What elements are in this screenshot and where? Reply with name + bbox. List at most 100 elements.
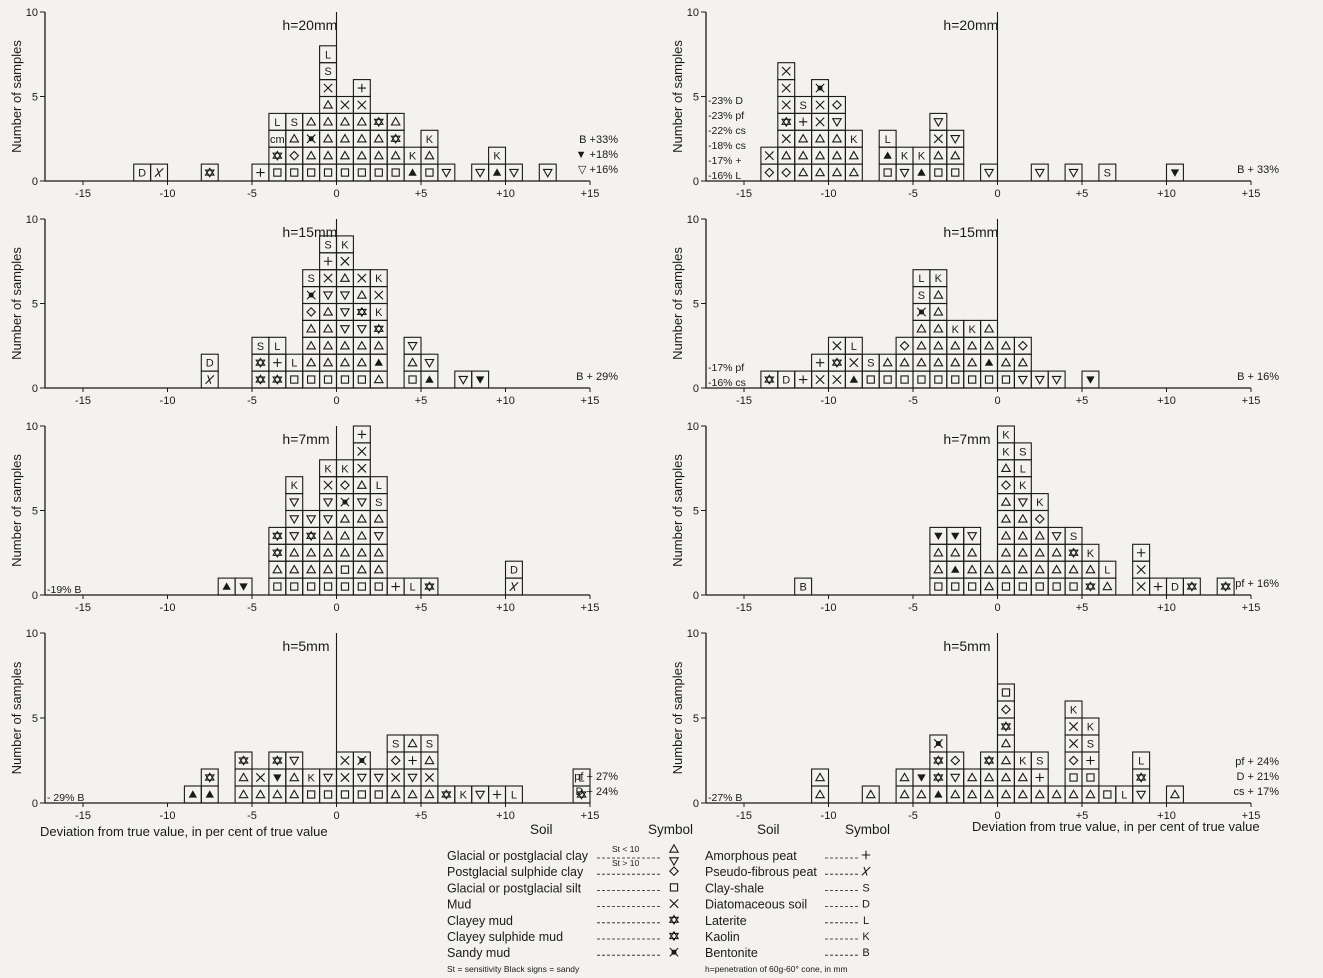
- sample-cell: [996, 700, 1015, 719]
- letter-mark: D: [862, 899, 870, 911]
- clay-low-sens-mark: [339, 116, 351, 126]
- clay-low-sens-mark: [306, 323, 317, 333]
- letter-mark: L: [511, 790, 517, 802]
- sample-cell: [335, 353, 354, 372]
- clay-low-sens-mark: [983, 340, 995, 350]
- sample-cell: [352, 370, 371, 389]
- sample-cell: [1081, 543, 1100, 562]
- silt-mark: [669, 883, 679, 892]
- letter-mark: K: [1036, 497, 1044, 509]
- clay-low-sens-mark: [950, 340, 961, 350]
- sample-cell: [200, 163, 219, 182]
- sample-cell: [369, 785, 388, 804]
- silt-mark: [1103, 790, 1112, 799]
- sample-cell: [963, 577, 982, 596]
- sample-cell: [403, 353, 422, 372]
- sample-cell: [335, 370, 354, 389]
- outlier-note: - 29% B: [47, 792, 84, 804]
- clay-low-sens-mark: [1000, 530, 1012, 540]
- clay-low-sens-mark: [1034, 564, 1045, 574]
- sample-cell: [285, 163, 304, 182]
- sample-cell: [929, 560, 948, 579]
- clayey-mud-mark: [390, 133, 401, 142]
- sample-cell: [335, 526, 354, 545]
- silt-mark: [306, 375, 316, 384]
- clay-low-sens-mark: [322, 150, 334, 160]
- silt-mark: [934, 168, 943, 177]
- sample-cell: [996, 543, 1015, 562]
- sample-cell: [369, 768, 388, 787]
- clayey-mud-mark: [272, 755, 283, 764]
- clay-low-sens-mark: [1000, 738, 1012, 748]
- clay-high-sens-mark: [339, 291, 351, 301]
- sample-cell: [403, 370, 422, 389]
- clay-high-sens-mark: [356, 325, 367, 335]
- mud-mark: [374, 290, 384, 300]
- sample-cell: [1013, 370, 1032, 389]
- clayey-mud-mark: [204, 169, 215, 178]
- sample-cell: [1013, 336, 1032, 355]
- sample-cell: [420, 785, 439, 804]
- x-tick-label: +15: [581, 810, 600, 822]
- mud-mark: [424, 772, 435, 783]
- sample-cell: [403, 734, 422, 753]
- legend-label: Glacial or postglacial silt: [447, 881, 582, 895]
- sample-cell: [1030, 163, 1049, 182]
- sandy-clay-mark: [188, 790, 198, 798]
- legend-header-symbol: Symbol: [845, 822, 890, 837]
- clay-low-sens-mark: [1085, 564, 1096, 574]
- silt-mark: [951, 168, 960, 177]
- silt-mark: [374, 582, 383, 591]
- sample-cell: [912, 353, 931, 372]
- amorphous-peat-mark: [815, 358, 825, 367]
- sample-cell: [963, 370, 982, 389]
- clay-low-sens-mark: [373, 150, 384, 160]
- clay-low-sens-mark: [950, 547, 961, 557]
- clay-high-sens-mark: [306, 515, 317, 525]
- clay-low-sens-mark: [356, 340, 367, 350]
- legend-header-soil: Soil: [530, 822, 553, 837]
- clayey-mud-mark: [1220, 583, 1231, 592]
- letter-mark: L: [1121, 790, 1127, 802]
- clay-low-sens-mark: [322, 116, 334, 126]
- x-tick-label: +5: [1076, 810, 1089, 822]
- sample-cell: [1064, 577, 1083, 596]
- sandy-mud-mark: [359, 758, 365, 763]
- sample-cell: [760, 370, 779, 389]
- sample-cell: [335, 509, 354, 528]
- sample-cell: [386, 751, 405, 770]
- letter-mark: L: [885, 134, 891, 146]
- outlier-note: B + 16%: [1237, 371, 1279, 383]
- letter-mark: S: [799, 100, 806, 112]
- letter-mark: K: [375, 307, 383, 319]
- x-tick-label: +10: [1157, 188, 1176, 200]
- sample-cell: [996, 353, 1015, 372]
- clayey-mud-mark: [272, 757, 283, 766]
- outlier-note: pf + 27%: [574, 771, 618, 783]
- sulphide-clay-mark: [1000, 704, 1011, 715]
- clay-low-sens-mark: [306, 340, 317, 350]
- sulphide-clay-mark: [339, 480, 350, 491]
- sample-cell: [420, 146, 439, 165]
- outlier-note: ▽ +16%: [578, 164, 618, 176]
- sample-cell: [1098, 577, 1117, 596]
- sandy-clay-high-mark: [239, 583, 248, 591]
- letter-mark: L: [325, 49, 331, 61]
- sample-cell: [963, 353, 982, 372]
- x-tick-label: -5: [247, 602, 257, 614]
- mud-mark: [357, 273, 367, 283]
- letter-mark: S: [918, 290, 925, 302]
- outlier-note: ▼ +18%: [576, 149, 619, 161]
- sample-cell: [811, 768, 830, 787]
- clay-low-sens-mark: [1000, 755, 1012, 765]
- clayey-mud-mark: [983, 757, 995, 766]
- clay-low-sens-mark: [356, 530, 367, 540]
- clay-low-sens-mark: [1068, 564, 1079, 574]
- sample-cell: [369, 112, 388, 131]
- sample-cell: [420, 577, 439, 596]
- fibrous-peat-mark: [154, 167, 164, 178]
- y-tick-label: 10: [26, 628, 38, 640]
- sample-cell: [454, 370, 473, 389]
- sample-cell: [471, 785, 490, 804]
- x-tick-label: +10: [496, 395, 515, 407]
